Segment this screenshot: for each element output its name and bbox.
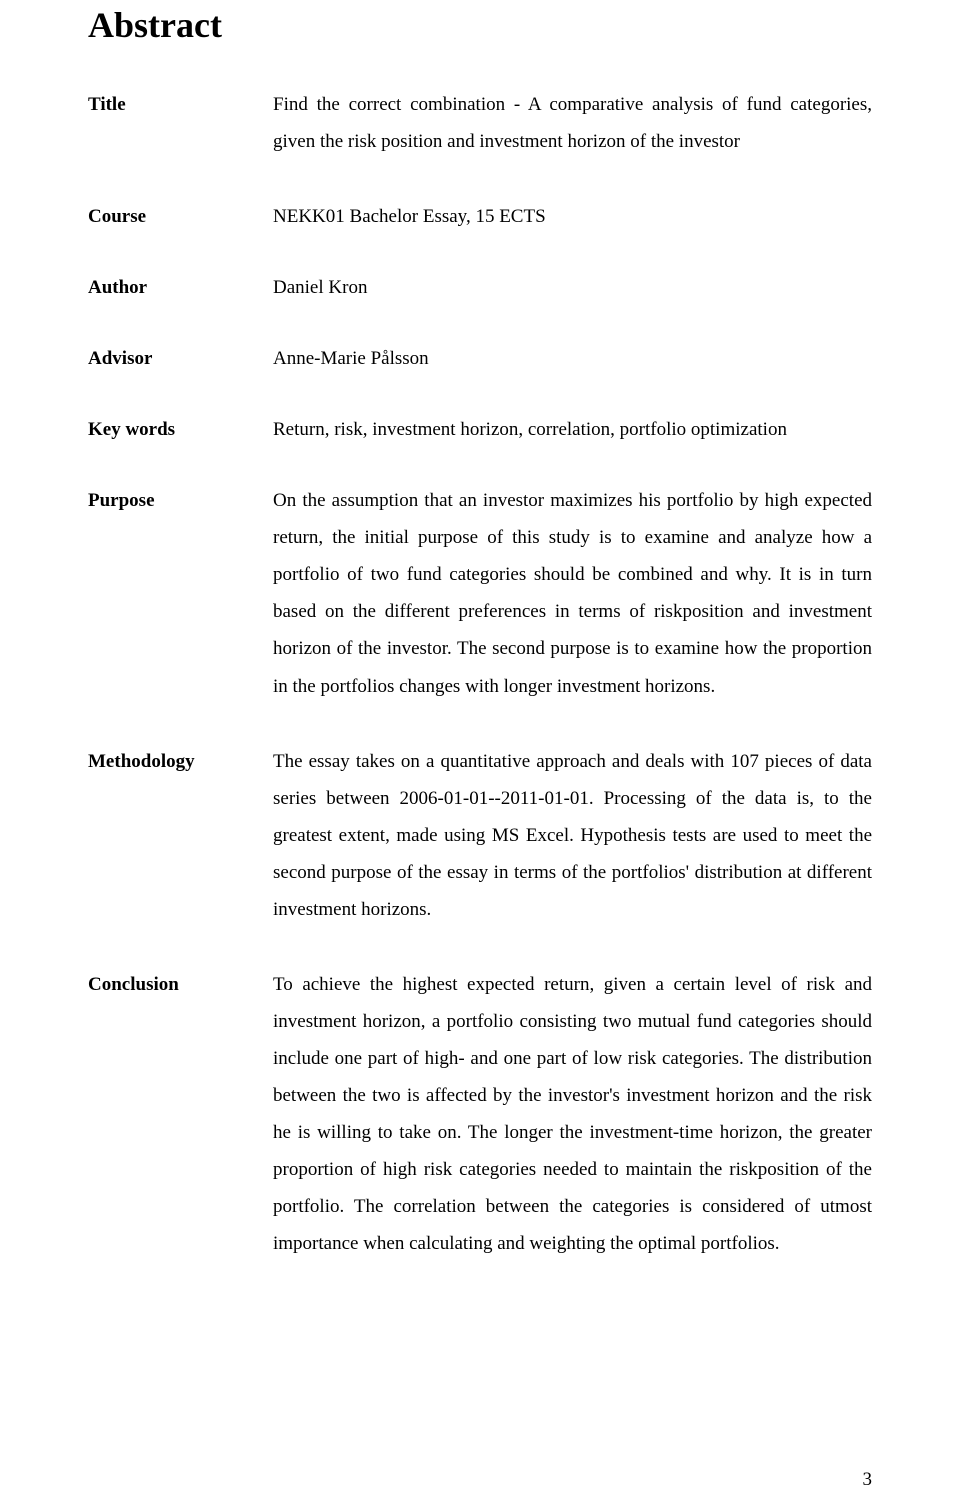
- label-keywords: Key words: [88, 411, 273, 448]
- row-keywords: Key words Return, risk, investment horiz…: [88, 411, 872, 448]
- label-author: Author: [88, 269, 273, 306]
- value-author: Daniel Kron: [273, 269, 872, 306]
- value-advisor: Anne-Marie Pålsson: [273, 340, 872, 377]
- value-methodology: The essay takes on a quantitative approa…: [273, 743, 872, 928]
- row-advisor: Advisor Anne-Marie Pålsson: [88, 340, 872, 377]
- label-conclusion: Conclusion: [88, 966, 273, 1262]
- value-keywords: Return, risk, investment horizon, correl…: [273, 411, 872, 448]
- page-number: 3: [863, 1469, 873, 1491]
- row-author: Author Daniel Kron: [88, 269, 872, 306]
- row-course: Course NEKK01 Bachelor Essay, 15 ECTS: [88, 198, 872, 235]
- label-advisor: Advisor: [88, 340, 273, 377]
- row-methodology: Methodology The essay takes on a quantit…: [88, 743, 872, 928]
- value-course: NEKK01 Bachelor Essay, 15 ECTS: [273, 198, 872, 235]
- row-purpose: Purpose On the assumption that an invest…: [88, 482, 872, 704]
- row-title: Title Find the correct combination - A c…: [88, 86, 872, 160]
- label-purpose: Purpose: [88, 482, 273, 704]
- label-title: Title: [88, 86, 273, 160]
- row-conclusion: Conclusion To achieve the highest expect…: [88, 966, 872, 1262]
- value-conclusion: To achieve the highest expected return, …: [273, 966, 872, 1262]
- label-methodology: Methodology: [88, 743, 273, 928]
- label-course: Course: [88, 198, 273, 235]
- abstract-heading: Abstract: [88, 0, 872, 46]
- value-purpose: On the assumption that an investor maxim…: [273, 482, 872, 704]
- value-title: Find the correct combination - A compara…: [273, 86, 872, 160]
